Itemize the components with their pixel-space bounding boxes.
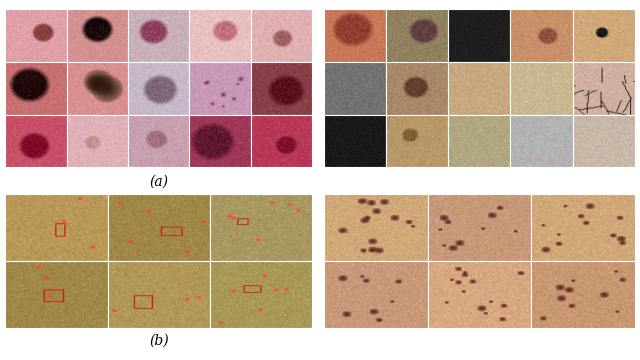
- Text: (b): (b): [149, 333, 168, 347]
- Text: (a): (a): [149, 175, 168, 189]
